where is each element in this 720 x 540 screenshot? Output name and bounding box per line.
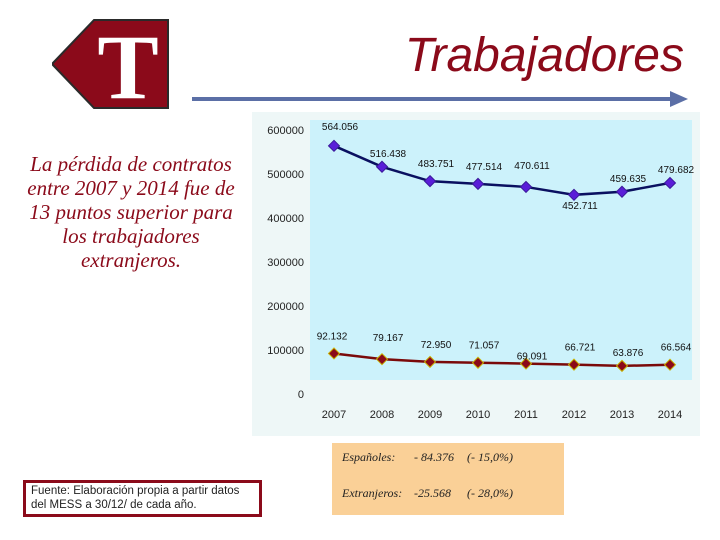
data-label: 479.682 (658, 165, 695, 176)
data-label: 483.751 (418, 159, 455, 170)
data-point-marker (327, 139, 341, 153)
series-line (333, 144, 671, 197)
line-chart: 0 100000 200000 300000 400000 500000 600000 200… (252, 112, 700, 436)
x-tick-label: 2011 (514, 409, 538, 421)
data-label: 564.056 (322, 122, 359, 133)
data-label: 452.711 (562, 201, 598, 212)
summary-label: Extranjeros: (342, 486, 403, 500)
data-point-marker (519, 357, 533, 370)
y-tick-label: 300000 (267, 257, 304, 269)
data-label: 63.876 (613, 348, 644, 359)
data-label: 66.564 (661, 343, 692, 354)
y-tick-label: 600000 (267, 125, 304, 137)
summary-value: - 84.376 (414, 450, 454, 464)
data-label: 66.721 (565, 343, 596, 354)
data-label: 71.057 (469, 341, 500, 352)
summary-label: Españoles: (342, 450, 396, 464)
data-label: 459.635 (610, 174, 647, 185)
x-tick-label: 2014 (658, 409, 682, 421)
x-tick-label: 2010 (466, 409, 490, 421)
arrow-right-icon (192, 91, 688, 107)
data-point-marker (663, 176, 677, 190)
y-tick-label: 100000 (267, 345, 304, 357)
data-point-marker (423, 174, 437, 188)
y-tick-label: 0 (298, 389, 304, 401)
data-point-marker (615, 185, 629, 198)
page-title: Trabajadores (404, 29, 684, 82)
data-point-marker (567, 188, 581, 202)
data-point-marker (471, 356, 485, 369)
data-point-marker (327, 347, 341, 360)
data-label: 92.132 (317, 331, 348, 342)
x-tick-label: 2007 (322, 409, 346, 421)
source-note: Fuente: Elaboración propia a partir dato… (23, 480, 262, 517)
data-point-marker (519, 180, 533, 194)
data-label: 79.167 (373, 333, 404, 344)
y-tick-label: 200000 (267, 301, 304, 313)
data-point-marker (567, 358, 581, 371)
data-point-marker (423, 355, 437, 369)
data-point-marker (615, 359, 629, 373)
data-point-marker (375, 352, 389, 366)
data-label: 470.611 (514, 161, 550, 172)
summary-row-extranjeros: Extranjeros: -25.568 (- 28,0%) (332, 484, 564, 502)
data-point-marker (471, 177, 485, 191)
x-tick-label: 2008 (370, 409, 394, 421)
lead-text: La pérdida de contratos entre 2007 y 201… (27, 152, 235, 272)
x-tick-label: 2013 (610, 409, 634, 421)
logo-t-icon: T (52, 18, 169, 110)
summary-box: Españoles: - 84.376 (- 15,0%) Extranjero… (332, 443, 564, 515)
data-label: 477.514 (466, 162, 503, 173)
data-point-marker (375, 160, 389, 173)
data-point-marker (663, 358, 677, 371)
data-label: 72.950 (421, 340, 452, 351)
summary-row-espanoles: Españoles: - 84.376 (- 15,0%) (332, 448, 564, 466)
series-line (333, 352, 671, 368)
logo-letter: T (97, 18, 158, 110)
y-tick-label: 400000 (267, 213, 304, 225)
data-label: 69.091 (517, 352, 548, 363)
summary-value: -25.568 (414, 486, 451, 500)
summary-pct: (- 28,0%) (467, 486, 513, 500)
x-tick-label: 2012 (562, 409, 586, 421)
y-tick-label: 500000 (267, 169, 304, 181)
summary-pct: (- 15,0%) (467, 450, 513, 464)
x-tick-label: 2009 (418, 409, 442, 421)
data-label: 516.438 (370, 149, 407, 160)
